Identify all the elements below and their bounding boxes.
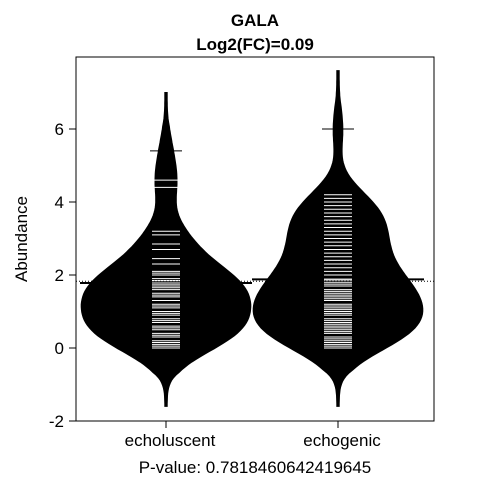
y-tick-label: -2 [49, 412, 64, 431]
x-tick-label: echoluscent [125, 431, 216, 450]
chart-subtitle: Log2(FC)=0.09 [196, 35, 314, 54]
y-axis-label: Abundance [12, 196, 31, 282]
y-tick-label: 2 [55, 266, 64, 285]
x-tick-label: echogenic [303, 431, 381, 450]
y-axis: -2 0 2 4 6 [49, 120, 76, 431]
overlay-layer [76, 278, 434, 285]
beans-layer [80, 70, 424, 407]
chart-title: GALA [231, 11, 279, 30]
x-axis: echoluscent echogenic [125, 421, 381, 450]
x-axis-label: P-value: 0.7818460642419645 [139, 458, 372, 477]
y-tick-label: 0 [55, 339, 64, 358]
y-tick-label: 4 [55, 193, 64, 212]
plot-frame [75, 56, 435, 422]
y-tick-label: 6 [55, 120, 64, 139]
